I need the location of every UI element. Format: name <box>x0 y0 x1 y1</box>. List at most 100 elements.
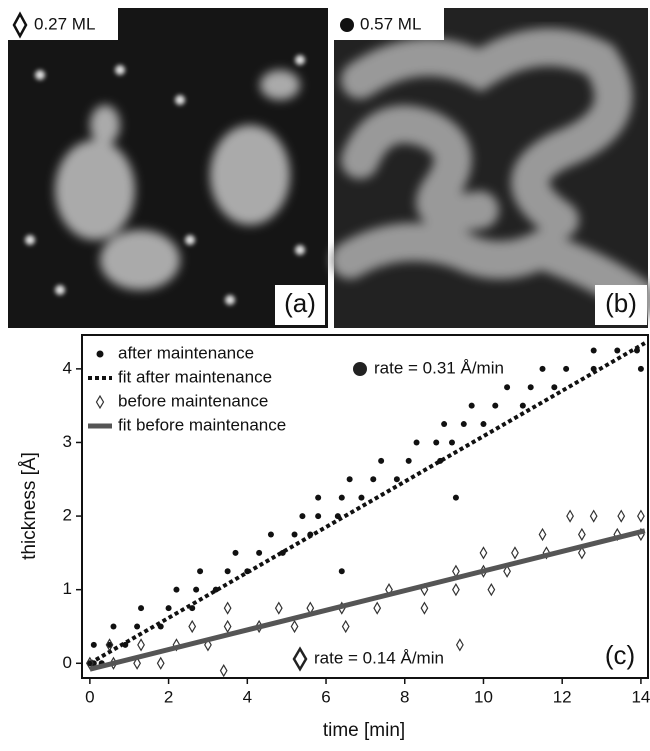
data-point <box>455 638 464 652</box>
data-point <box>133 656 142 670</box>
data-point <box>378 457 385 464</box>
data-point <box>232 549 239 556</box>
y-tick-label: 2 <box>63 506 72 525</box>
coverage-label: 0.27 ML <box>34 14 95 33</box>
data-point <box>219 664 228 678</box>
data-point <box>542 546 551 560</box>
data-point <box>315 513 322 520</box>
data-point <box>511 546 519 560</box>
data-point <box>637 509 645 523</box>
legend-marker <box>95 394 105 410</box>
data-point <box>165 605 172 612</box>
data-point <box>420 601 429 615</box>
data-point <box>256 549 263 556</box>
x-tick-label: 6 <box>321 687 330 706</box>
data-point <box>503 564 511 578</box>
data-point <box>413 439 420 446</box>
data-point <box>299 513 306 520</box>
data-point <box>173 586 180 593</box>
data-point <box>172 638 181 652</box>
x-axis-label: time [min] <box>323 720 405 741</box>
panel-tag: (b) <box>605 288 637 318</box>
y-tick-label: 1 <box>63 579 72 598</box>
data-point <box>468 402 475 409</box>
data-point <box>504 384 511 391</box>
data-point <box>405 457 412 464</box>
data-point <box>188 619 197 634</box>
y-tick-label: 4 <box>63 358 72 377</box>
data-point <box>539 365 546 372</box>
data-point <box>492 402 499 409</box>
data-point <box>274 601 283 615</box>
fit-line <box>88 341 646 666</box>
data-point <box>138 605 145 612</box>
data-point <box>519 402 526 409</box>
panel-tag: (c) <box>605 640 635 670</box>
annotation-marker <box>292 646 308 672</box>
data-point <box>137 638 145 652</box>
x-tick-label: 10 <box>474 687 493 706</box>
data-point <box>452 494 459 501</box>
x-tick-label: 8 <box>400 687 409 706</box>
data-point <box>290 619 299 634</box>
legend-label: fit after maintenance <box>118 367 272 386</box>
data-point <box>563 365 570 372</box>
annotation: rate = 0.14 Å/min <box>314 648 444 667</box>
data-point <box>223 601 232 615</box>
data-point <box>590 347 597 354</box>
data-point <box>134 623 141 630</box>
data-point <box>577 527 586 542</box>
legend-marker <box>96 350 104 358</box>
data-point <box>577 546 586 560</box>
data-point <box>358 494 365 501</box>
x-tick-label: 12 <box>553 687 572 706</box>
data-point <box>373 601 382 615</box>
annotation: rate = 0.31 Å/min <box>374 358 504 377</box>
annotation-marker <box>353 362 367 376</box>
data-point <box>315 494 322 501</box>
stm-image-a: 0.27 ML (a) <box>8 8 328 328</box>
y-tick-label: 0 <box>63 653 72 672</box>
plot-frame <box>81 334 649 679</box>
data-point <box>122 641 129 648</box>
legend-label: after maintenance <box>118 343 254 362</box>
data-point <box>106 641 113 648</box>
data-point <box>341 619 350 634</box>
data-point <box>110 623 117 630</box>
data-point <box>223 619 232 634</box>
data-point <box>393 476 400 483</box>
data-point <box>105 638 114 652</box>
fit-line <box>89 528 646 672</box>
data-point <box>370 476 377 483</box>
data-point <box>527 384 534 391</box>
coverage-label: 0.57 ML <box>360 14 421 33</box>
data-point <box>479 546 488 560</box>
data-point <box>589 509 598 523</box>
data-point <box>338 494 345 501</box>
data-point <box>338 568 345 575</box>
legend-label: fit before maintenance <box>118 415 286 434</box>
x-tick-label: 0 <box>85 687 94 706</box>
data-point <box>566 509 574 523</box>
data-point <box>346 476 353 483</box>
data-point <box>267 531 274 538</box>
x-tick-label: 2 <box>164 687 173 706</box>
y-tick-label: 3 <box>63 432 72 451</box>
data-point <box>193 586 200 593</box>
legend-label: before maintenance <box>118 391 268 410</box>
data-point <box>460 421 467 428</box>
y-axis-label: thickness [Å] <box>19 452 40 560</box>
data-point <box>551 384 558 391</box>
data-point <box>637 365 644 372</box>
x-tick-label: 14 <box>631 687 650 706</box>
x-tick-label: 4 <box>243 687 252 706</box>
data-point <box>480 421 487 428</box>
data-point <box>224 568 231 575</box>
data-point <box>291 531 298 538</box>
data-point <box>487 583 496 597</box>
data-point <box>448 439 455 446</box>
data-point <box>433 439 440 446</box>
data-point <box>452 583 460 597</box>
stm-image-b: 0.57 ML (b) <box>331 8 650 328</box>
